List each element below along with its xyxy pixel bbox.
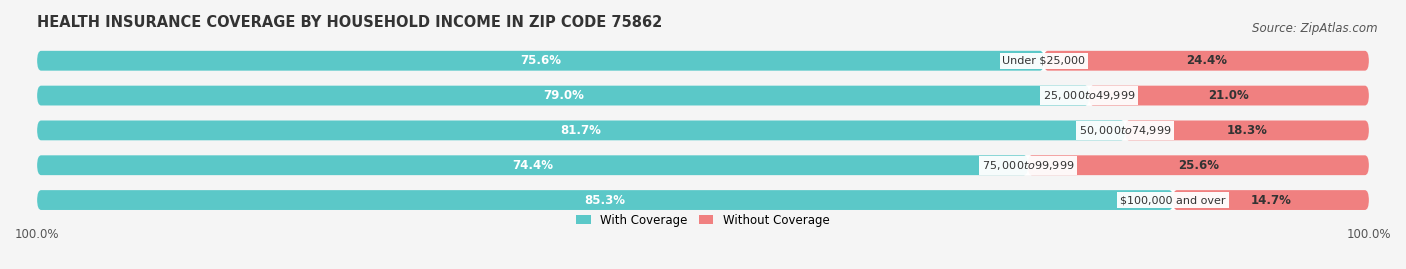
Text: 79.0%: 79.0%: [543, 89, 583, 102]
Legend: With Coverage, Without Coverage: With Coverage, Without Coverage: [572, 209, 834, 232]
FancyBboxPatch shape: [1125, 121, 1369, 140]
FancyBboxPatch shape: [37, 155, 1369, 175]
Text: 21.0%: 21.0%: [1209, 89, 1250, 102]
FancyBboxPatch shape: [37, 86, 1369, 105]
FancyBboxPatch shape: [37, 51, 1369, 71]
Text: 14.7%: 14.7%: [1250, 194, 1291, 207]
FancyBboxPatch shape: [37, 86, 1090, 105]
Text: Under $25,000: Under $25,000: [1002, 56, 1085, 66]
FancyBboxPatch shape: [37, 51, 1045, 71]
FancyBboxPatch shape: [37, 190, 1173, 210]
Text: 24.4%: 24.4%: [1185, 54, 1227, 67]
Text: 85.3%: 85.3%: [585, 194, 626, 207]
Text: $25,000 to $49,999: $25,000 to $49,999: [1043, 89, 1136, 102]
FancyBboxPatch shape: [37, 121, 1369, 140]
Text: $100,000 and over: $100,000 and over: [1121, 195, 1226, 205]
Text: 25.6%: 25.6%: [1178, 159, 1219, 172]
FancyBboxPatch shape: [37, 190, 1369, 210]
Text: Source: ZipAtlas.com: Source: ZipAtlas.com: [1253, 22, 1378, 34]
FancyBboxPatch shape: [1043, 51, 1369, 71]
Text: 81.7%: 81.7%: [561, 124, 602, 137]
Text: $50,000 to $74,999: $50,000 to $74,999: [1078, 124, 1171, 137]
Text: HEALTH INSURANCE COVERAGE BY HOUSEHOLD INCOME IN ZIP CODE 75862: HEALTH INSURANCE COVERAGE BY HOUSEHOLD I…: [37, 15, 662, 30]
FancyBboxPatch shape: [1028, 155, 1369, 175]
Text: 18.3%: 18.3%: [1226, 124, 1267, 137]
Text: 74.4%: 74.4%: [512, 159, 553, 172]
FancyBboxPatch shape: [37, 155, 1028, 175]
FancyBboxPatch shape: [1173, 190, 1369, 210]
Text: 75.6%: 75.6%: [520, 54, 561, 67]
Text: $75,000 to $99,999: $75,000 to $99,999: [981, 159, 1074, 172]
FancyBboxPatch shape: [37, 121, 1125, 140]
FancyBboxPatch shape: [1090, 86, 1369, 105]
